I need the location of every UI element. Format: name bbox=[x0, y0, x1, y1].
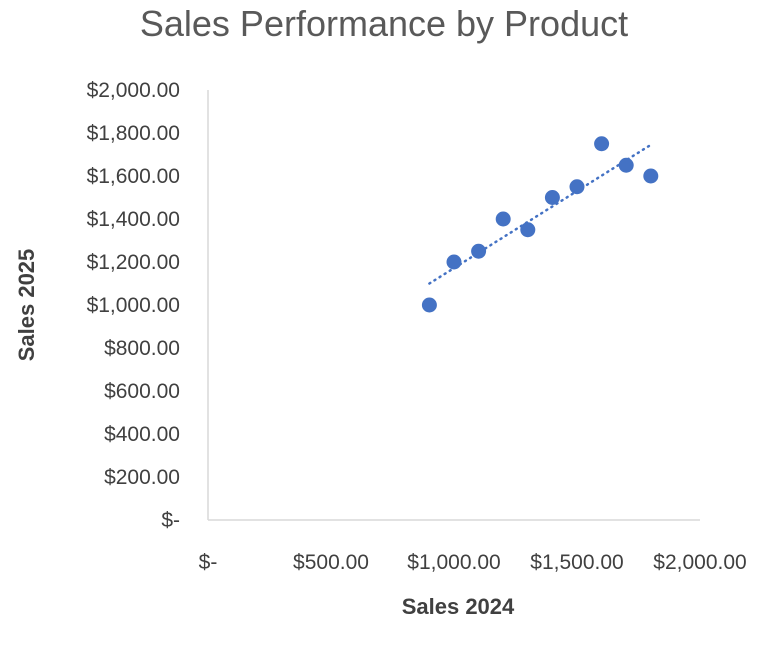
x-tick-label: $1,500.00 bbox=[530, 551, 623, 574]
y-tick-label: $600.00 bbox=[104, 380, 180, 403]
x-tick-label: $2,000.00 bbox=[653, 551, 746, 574]
trendline bbox=[428, 143, 653, 285]
x-tick-label: $1,000.00 bbox=[407, 551, 500, 574]
x-tick-label: $500.00 bbox=[293, 551, 369, 574]
data-point bbox=[569, 179, 585, 195]
data-point bbox=[643, 168, 659, 184]
y-tick-label: $1,200.00 bbox=[87, 251, 180, 274]
y-axis-title: Sales 2025 bbox=[14, 249, 39, 362]
trendline-path bbox=[428, 143, 653, 285]
data-point bbox=[544, 190, 560, 205]
x-tick-label: $- bbox=[199, 551, 218, 574]
data-points bbox=[421, 136, 659, 313]
y-tick-label: $2,000.00 bbox=[87, 79, 180, 102]
data-point bbox=[421, 297, 437, 313]
y-tick-label: $1,600.00 bbox=[87, 165, 180, 188]
y-tick-label: $1,000.00 bbox=[87, 294, 180, 317]
chart-title: Sales Performance by Product bbox=[140, 3, 628, 44]
y-tick-label: $800.00 bbox=[104, 337, 180, 360]
data-point bbox=[618, 157, 634, 173]
x-axis-title: Sales 2024 bbox=[402, 594, 515, 619]
y-tick-label: $400.00 bbox=[104, 423, 180, 446]
y-tick-label: $- bbox=[161, 509, 180, 532]
data-point bbox=[471, 243, 487, 259]
y-tick-label: $200.00 bbox=[104, 466, 180, 489]
y-axis-tick-labels: $- $200.00 $400.00 $600.00 $800.00 $1,000.00 $… bbox=[87, 79, 180, 532]
data-point bbox=[594, 136, 610, 152]
data-point bbox=[446, 254, 462, 270]
y-tick-label: $1,800.00 bbox=[87, 122, 180, 145]
data-point bbox=[495, 211, 511, 227]
data-point bbox=[520, 222, 536, 238]
x-axis-tick-labels: $- $500.00 $1,000.00 $1,500.00 $2,000.00 bbox=[199, 551, 747, 574]
y-tick-label: $1,400.00 bbox=[87, 208, 180, 231]
